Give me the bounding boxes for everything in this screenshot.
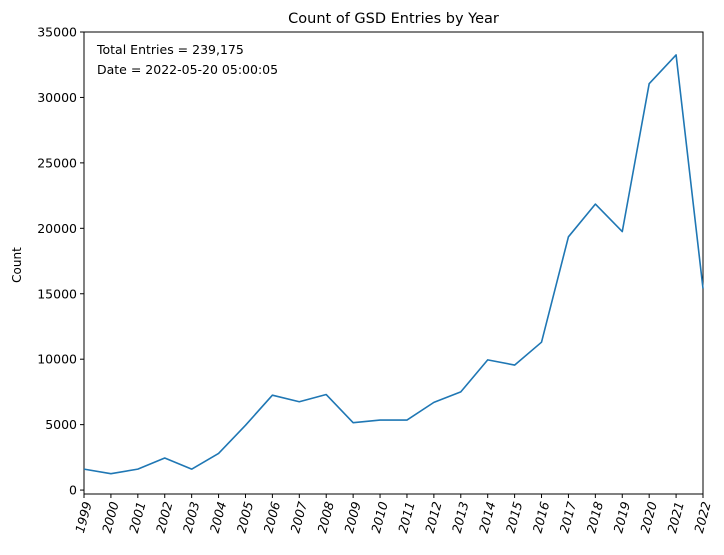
y-tick-label-0: 0 xyxy=(69,483,77,498)
y-tick-label-35000: 35000 xyxy=(37,25,77,40)
series-line-0 xyxy=(83,54,704,475)
plot-frame xyxy=(83,31,704,495)
annotation-date: Date = 2022-05-20 05:00:05 xyxy=(97,62,278,77)
y-tick-label-20000: 20000 xyxy=(37,221,77,236)
y-tick-label-10000: 10000 xyxy=(37,352,77,367)
chart-title: Count of GSD Entries by Year xyxy=(288,11,499,27)
y-tick-label-25000: 25000 xyxy=(37,155,77,170)
y-tick-label-15000: 15000 xyxy=(37,286,77,301)
y-axis-label: Count xyxy=(10,247,24,283)
y-tick-label-30000: 30000 xyxy=(37,90,77,105)
annotation-total-entries: Total Entries = 239,175 xyxy=(96,42,244,57)
y-tick-label-5000: 5000 xyxy=(45,417,77,432)
